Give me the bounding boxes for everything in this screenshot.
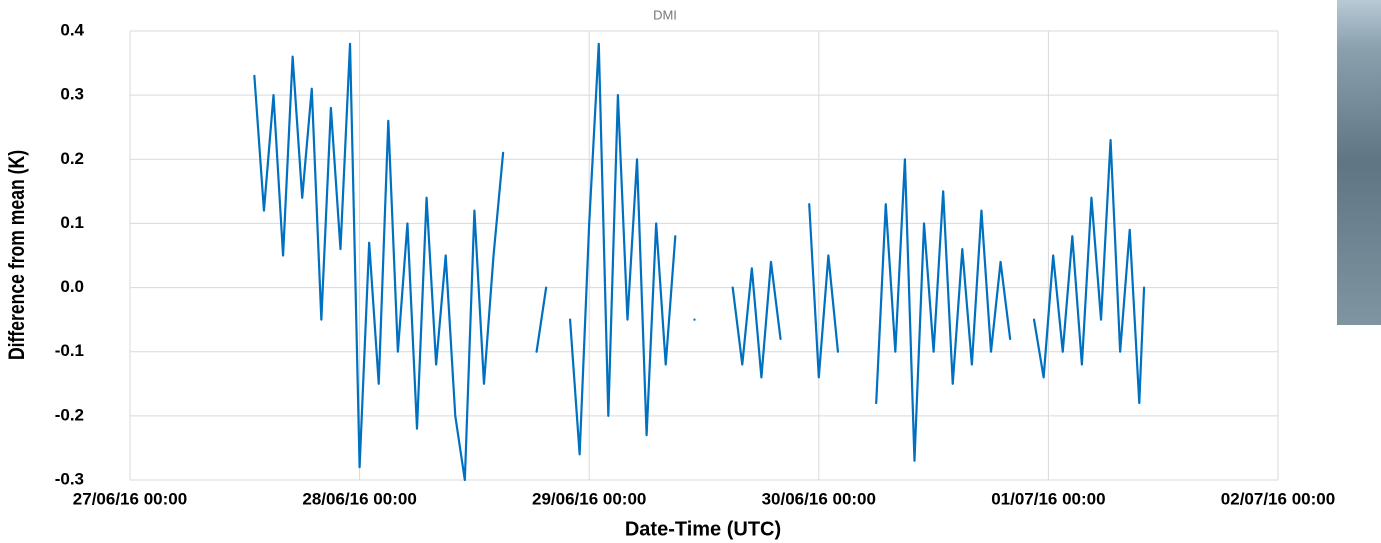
- y-tick-label: 0.0: [60, 277, 84, 296]
- chart-title: DMI: [653, 7, 677, 22]
- x-tick-label: 02/07/16 00:00: [1221, 489, 1335, 508]
- y-tick-label: 0.3: [60, 85, 84, 104]
- chart: DMI Date-Time (UTC) Difference from mean…: [0, 0, 1381, 543]
- y-tick-label: 0.4: [60, 20, 84, 39]
- y-tick-label: 0.2: [60, 149, 84, 168]
- y-axis-label: Difference from mean (K): [5, 150, 29, 360]
- x-axis-label: Date-Time (UTC): [625, 518, 781, 540]
- y-tick-label: -0.1: [55, 341, 84, 360]
- data-line: [254, 44, 1144, 480]
- x-tick-label: 28/06/16 00:00: [302, 489, 416, 508]
- x-tick-label: 30/06/16 00:00: [762, 489, 876, 508]
- y-tick-label: 0.1: [60, 213, 84, 232]
- photo: [1337, 0, 1381, 325]
- x-tick-label: 01/07/16 00:00: [991, 489, 1105, 508]
- y-tick-label: -0.2: [55, 405, 84, 424]
- y-tick-label: -0.3: [55, 469, 84, 488]
- x-tick-label: 27/06/16 00:00: [73, 489, 187, 508]
- x-tick-label: 29/06/16 00:00: [532, 489, 646, 508]
